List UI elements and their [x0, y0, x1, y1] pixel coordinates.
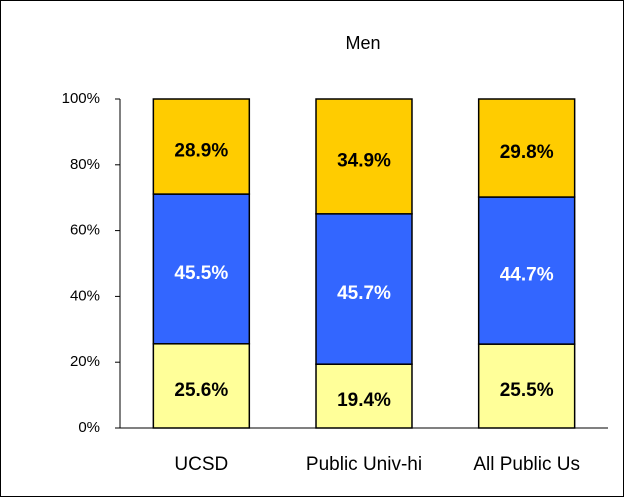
- bar-segment: [315, 363, 413, 429]
- x-tick-label: UCSD: [174, 454, 228, 475]
- x-tick-label: Public Univ-hi: [306, 454, 422, 475]
- value-label: 45.7%: [337, 283, 391, 304]
- bar-segment: [477, 98, 576, 198]
- bar-segment: [152, 343, 251, 429]
- y-tick-label: 100%: [62, 90, 100, 107]
- y-tick-label: 80%: [70, 156, 100, 173]
- bar-segment: [477, 196, 576, 345]
- y-tick-label: 0%: [78, 419, 100, 436]
- value-label: 25.6%: [174, 380, 228, 401]
- bar-segment: [152, 193, 251, 345]
- value-label: 29.8%: [500, 142, 554, 163]
- value-label: 45.5%: [174, 263, 228, 284]
- chart-title: Men: [345, 33, 380, 53]
- value-label: 28.9%: [174, 141, 228, 162]
- y-tick-label: 60%: [70, 222, 100, 239]
- bar-segment: [315, 98, 413, 215]
- y-tick-label: 40%: [70, 287, 100, 304]
- value-label: 19.4%: [337, 390, 391, 411]
- bar-segment: [152, 98, 251, 195]
- value-label: 34.9%: [337, 150, 391, 171]
- bar-segment: [477, 343, 576, 429]
- x-tick-label: All Public Us: [473, 454, 580, 475]
- value-label: 25.5%: [500, 380, 554, 401]
- value-label: 44.7%: [500, 265, 554, 286]
- y-tick-label: 20%: [70, 353, 100, 370]
